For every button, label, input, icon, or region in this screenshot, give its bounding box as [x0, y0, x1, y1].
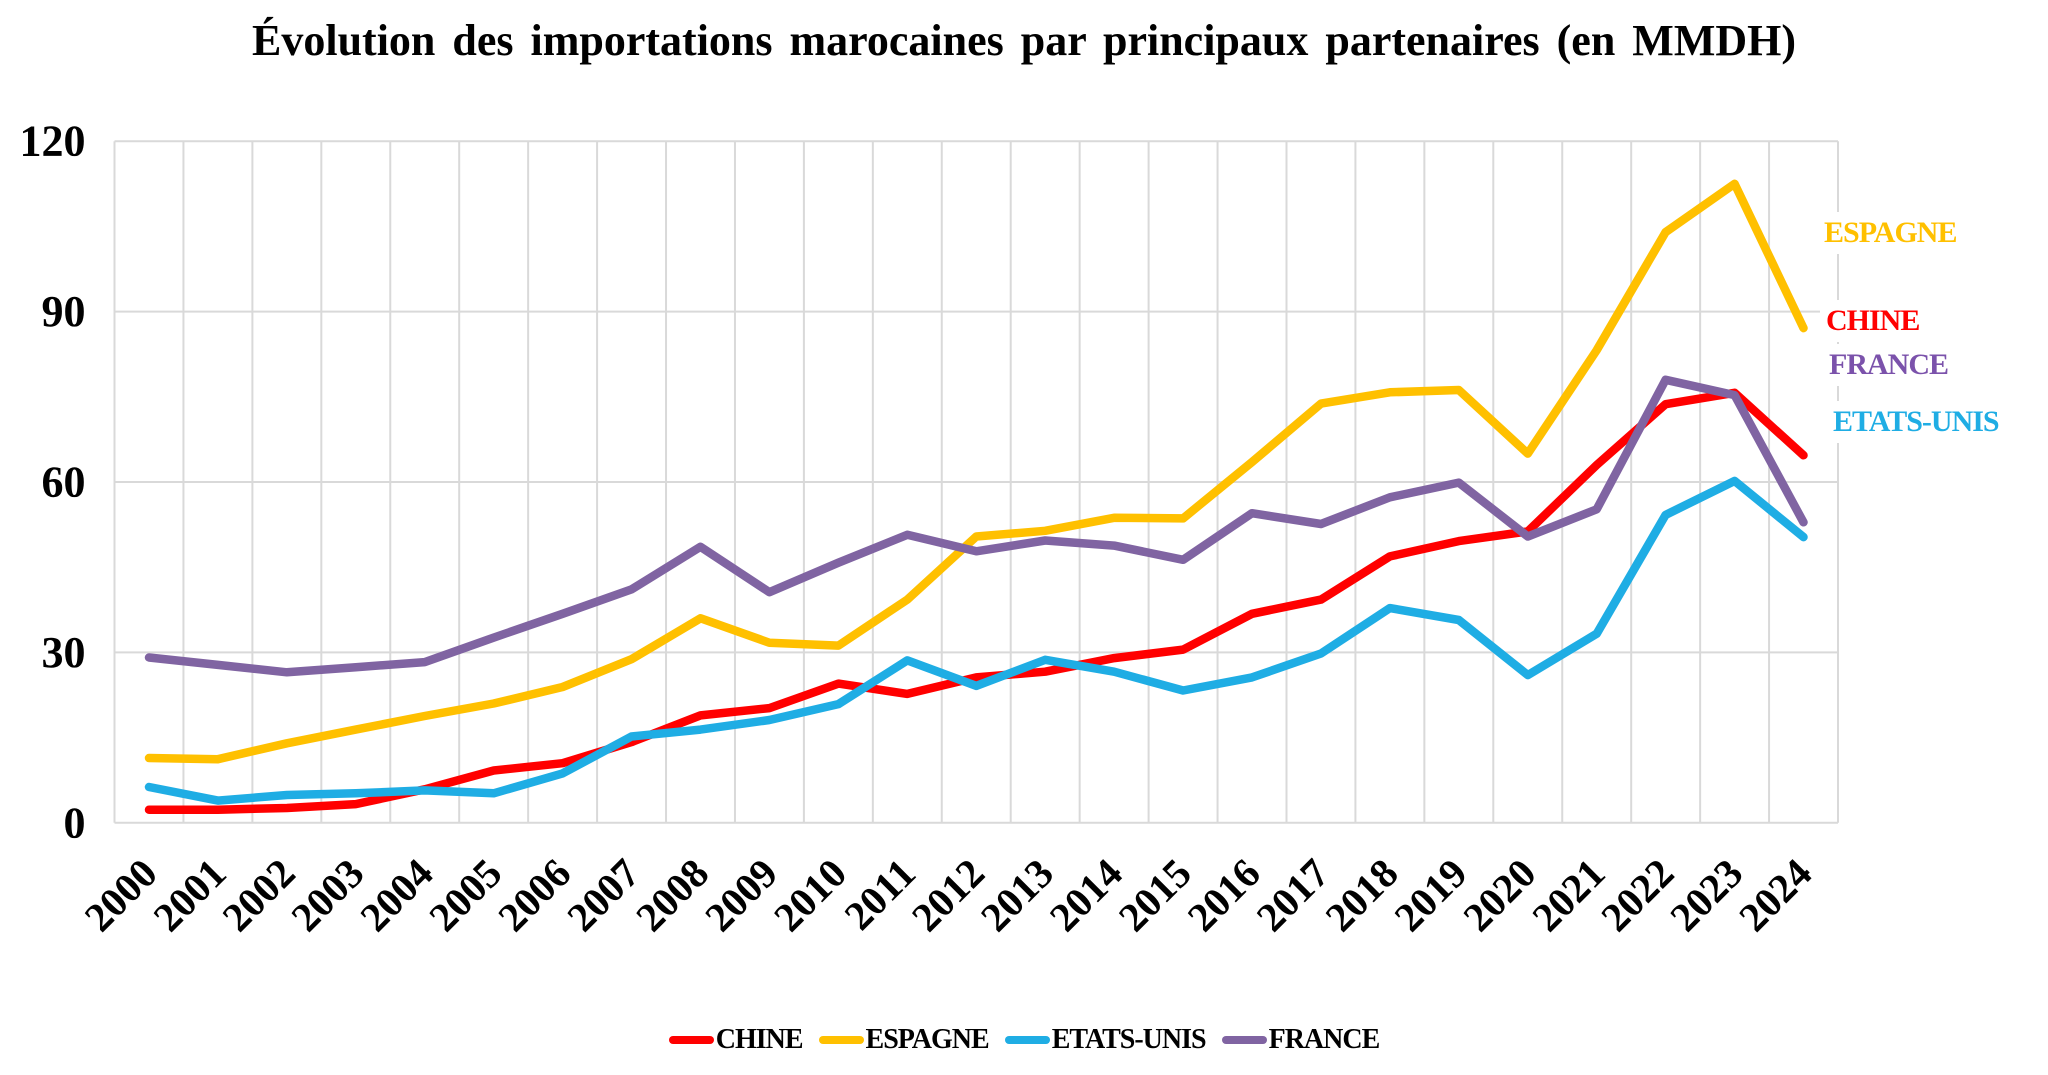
- x-tick-label: 2022: [1592, 850, 1683, 941]
- x-tick-label: 2006: [489, 850, 580, 941]
- x-tick-label: 2024: [1730, 850, 1821, 941]
- x-tick-label: 2007: [558, 850, 649, 941]
- legend-item-etats-unis: ETATS-UNIS: [1004, 1024, 1207, 1056]
- y-tick-label: 0: [64, 798, 86, 847]
- x-tick-label: 2019: [1385, 850, 1476, 941]
- x-tick-label: 2010: [765, 850, 856, 941]
- x-tick-label: 2009: [696, 850, 787, 941]
- x-tick-label: 2023: [1661, 850, 1752, 941]
- legend-label-france: FRANCE: [1268, 1024, 1381, 1055]
- series-label-france: FRANCE: [1823, 344, 1954, 386]
- x-tick-label: 2008: [627, 850, 718, 941]
- x-tick-label: 2013: [972, 850, 1063, 941]
- legend-label-espagne: ESPAGNE: [865, 1024, 990, 1055]
- x-tick-label: 2012: [903, 850, 994, 941]
- x-tick-label: 2015: [1109, 850, 1200, 941]
- legend-item-france: FRANCE: [1221, 1024, 1381, 1056]
- x-tick-label: 2003: [282, 850, 373, 941]
- legend-item-espagne: ESPAGNE: [818, 1024, 990, 1056]
- series-label-chine: CHINE: [1820, 300, 1926, 342]
- x-tick-label: 2011: [835, 850, 924, 939]
- x-tick-label: 2000: [75, 850, 166, 941]
- x-tick-label: 2020: [1454, 850, 1545, 941]
- series-line-france: [144, 375, 1808, 677]
- y-tick-label: 60: [42, 458, 86, 507]
- y-tick-label: 90: [42, 287, 86, 336]
- series-label-etats-unis: ETATS-UNIS: [1827, 401, 2005, 443]
- x-tick-label: 2014: [1040, 850, 1131, 941]
- legend-swatch-espagne: [818, 1036, 864, 1044]
- x-tick-label: 2005: [420, 850, 511, 941]
- x-tick-label: 2001: [144, 850, 235, 941]
- series-label-espagne: ESPAGNE: [1818, 212, 1963, 254]
- legend-swatch-france: [1221, 1036, 1267, 1044]
- y-tick-label: 120: [20, 117, 86, 166]
- x-tick-label: 2021: [1523, 850, 1614, 941]
- series-line-chine: [144, 388, 1808, 814]
- x-tick-label: 2002: [213, 850, 304, 941]
- x-tick-label: 2018: [1316, 850, 1407, 941]
- x-tick-label: 2016: [1178, 850, 1269, 941]
- x-tick-label: 2004: [351, 850, 442, 941]
- series-line-etats-unis: [144, 476, 1808, 805]
- legend-label-etats-unis: ETATS-UNIS: [1051, 1024, 1207, 1055]
- series-line-espagne: [144, 179, 1808, 764]
- legend-label-chine: CHINE: [715, 1024, 804, 1055]
- x-tick-label: 2017: [1247, 850, 1338, 941]
- legend: CHINE ESPAGNE ETATS-UNIS FRANCE: [0, 1024, 2048, 1056]
- legend-swatch-chine: [668, 1036, 714, 1044]
- y-tick-label: 30: [42, 628, 86, 677]
- legend-item-chine: CHINE: [668, 1024, 804, 1056]
- chart-title: Évolution des importations marocaines pa…: [252, 16, 1796, 65]
- legend-swatch-etats-unis: [1004, 1036, 1050, 1044]
